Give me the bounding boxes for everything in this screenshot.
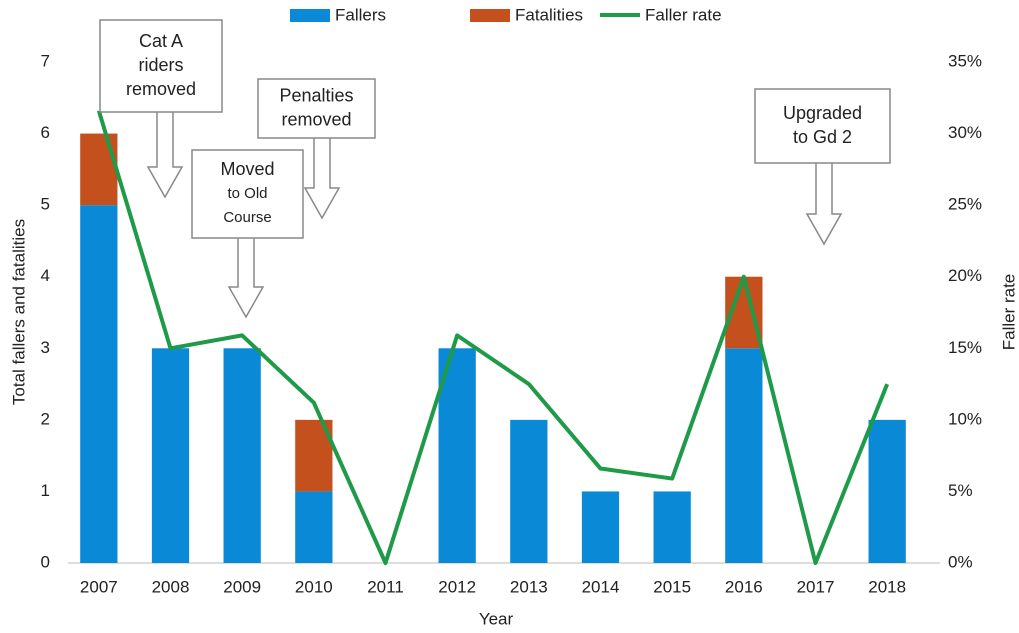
bar <box>581 491 620 563</box>
y-tick-label: 7 <box>41 51 50 70</box>
bar <box>295 491 333 563</box>
y2-tick-label: 25% <box>948 195 982 214</box>
x-tick-label: 2016 <box>725 577 763 596</box>
annotation-text: Cat A <box>139 31 183 51</box>
y2-axis-label: Faller rate <box>999 274 1018 351</box>
annotation: Upgraded to Gd 2 <box>754 88 891 246</box>
y-tick-label: 4 <box>41 266 50 285</box>
x-tick-label: 2017 <box>797 577 835 596</box>
y2-tick-label: 15% <box>948 338 982 357</box>
annotation-box <box>191 149 304 239</box>
y-tick-label: 2 <box>41 409 50 428</box>
annotation-text: riders <box>138 55 183 75</box>
bar <box>510 419 548 563</box>
x-tick-label: 2018 <box>868 577 906 596</box>
x-tick-label: 2011 <box>367 577 404 596</box>
x-tick-label: 2009 <box>223 577 261 596</box>
bar <box>151 348 190 563</box>
annotation: Cat A riders removed <box>99 19 223 199</box>
bar <box>80 133 118 206</box>
annotation-text: to Old <box>227 185 267 202</box>
legend-swatch <box>290 9 330 22</box>
annotation-arrow <box>303 138 341 220</box>
y2-tick-label: 0% <box>948 552 973 571</box>
annotation-text: Penalties <box>279 85 353 105</box>
y2-tick-label: 5% <box>948 481 973 500</box>
annotation-box <box>754 88 891 164</box>
x-tick-label: 2015 <box>653 577 691 596</box>
annotation-arrow <box>805 163 843 246</box>
bar <box>223 348 261 563</box>
annotation-box <box>257 78 376 139</box>
y-tick-label: 3 <box>41 338 50 357</box>
annotation-arrow <box>227 238 265 319</box>
y-tick-label: 5 <box>41 195 50 214</box>
x-tick-label: 2007 <box>80 577 118 596</box>
x-tick-label: 2012 <box>438 577 476 596</box>
annotation-text: Moved <box>220 159 274 179</box>
annotation: Penalties removed <box>257 78 376 220</box>
y-tick-label: 1 <box>41 481 50 500</box>
legend-label: Fallers <box>335 5 386 24</box>
x-tick-label: 2010 <box>295 577 333 596</box>
x-axis-label: Year <box>479 609 514 628</box>
y-tick-label: 0 <box>41 552 50 571</box>
x-tick-label: 2013 <box>510 577 548 596</box>
y2-tick-label: 20% <box>948 266 982 285</box>
x-tick-label: 2008 <box>152 577 190 596</box>
y-axis-label: Total fallers and fatalities <box>9 219 28 405</box>
bar <box>868 419 906 563</box>
annotation-text: removed <box>126 79 196 99</box>
y-tick-label: 6 <box>41 123 50 142</box>
y2-tick-label: 10% <box>948 409 982 428</box>
annotation-text: to Gd 2 <box>793 127 852 147</box>
legend-label: Faller rate <box>645 5 722 24</box>
legend-swatch <box>470 9 510 22</box>
bar <box>438 348 476 563</box>
annotation-arrow <box>146 112 184 199</box>
bar <box>725 348 763 563</box>
x-tick-label: 2014 <box>582 577 620 596</box>
annotation-box <box>99 19 223 113</box>
annotation-text: Course <box>223 209 271 226</box>
legend-label: Fatalities <box>515 5 583 24</box>
y2-tick-label: 30% <box>948 123 982 142</box>
annotation: Moved to Old Course <box>191 149 304 319</box>
annotation-text: removed <box>281 109 351 129</box>
bar <box>80 205 118 563</box>
annotation-text: Upgraded <box>783 103 862 123</box>
bar <box>653 491 691 563</box>
y2-tick-label: 35% <box>948 51 982 70</box>
line <box>96 110 890 565</box>
